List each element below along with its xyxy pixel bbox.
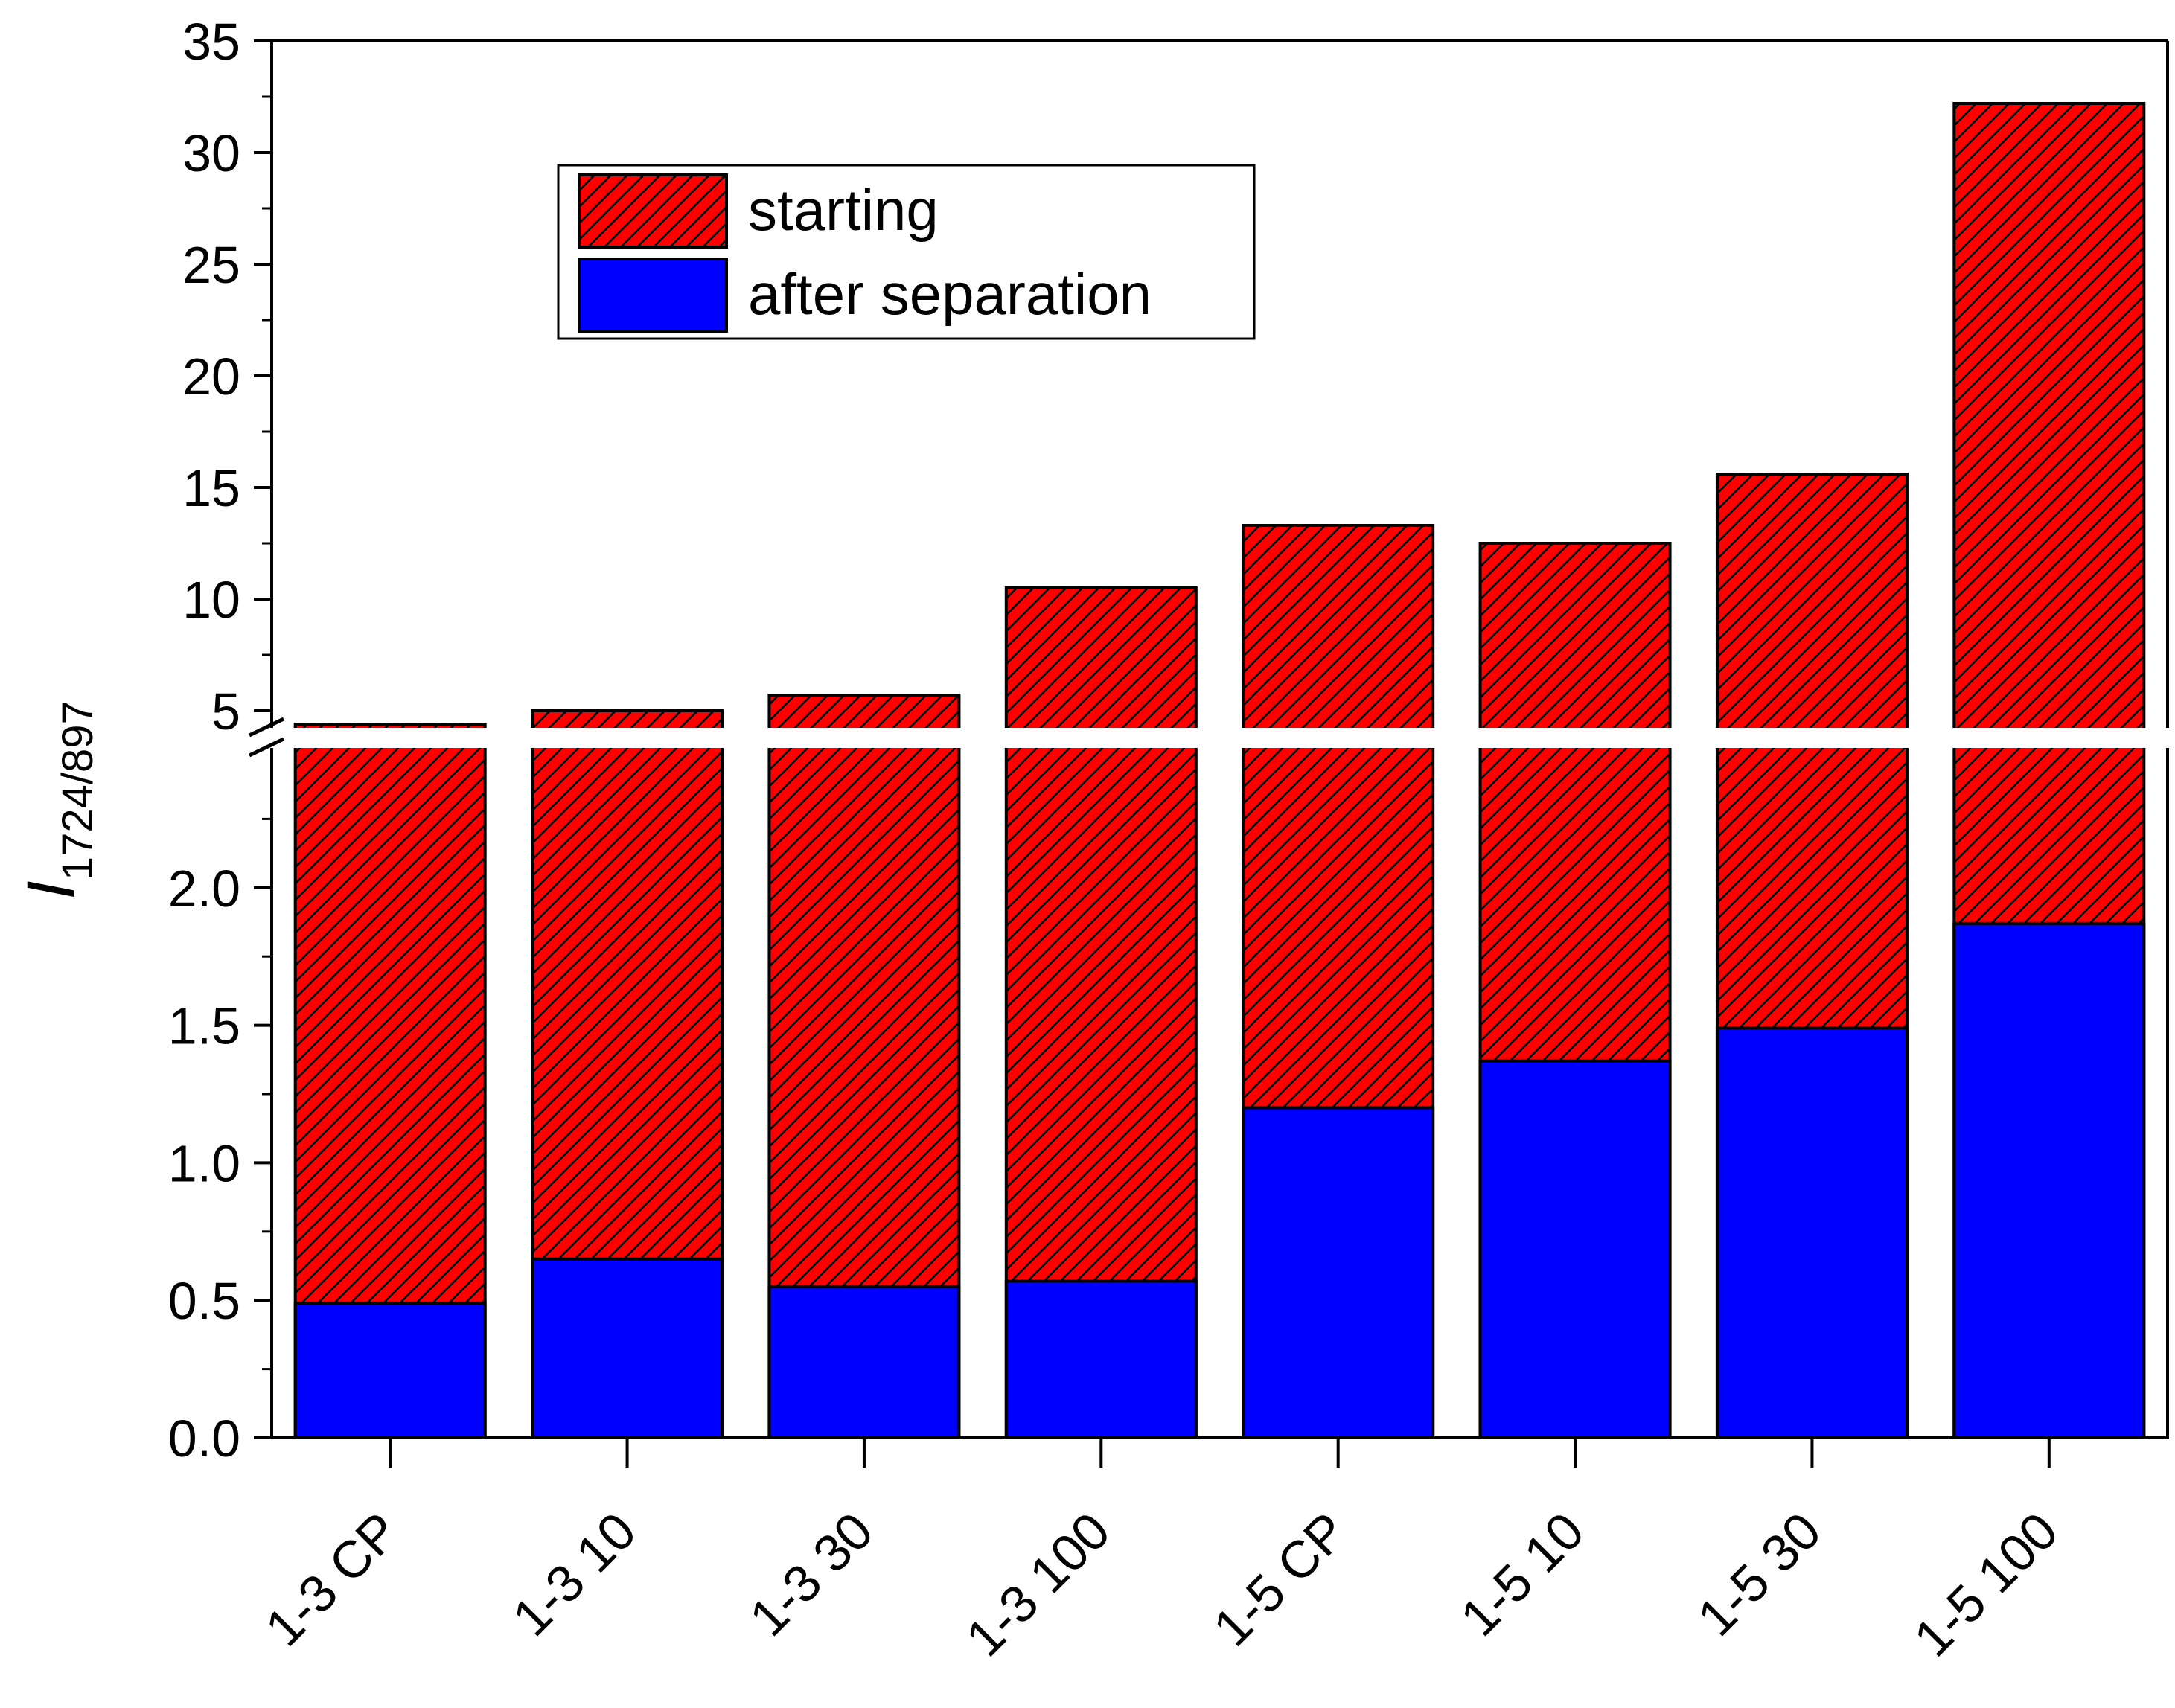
axis-break-layer: [248, 717, 2175, 758]
legend-label-starting: starting: [748, 177, 939, 243]
x-tick-label-1-5-30: 1-5 30: [1687, 1501, 1833, 1647]
y-tick-upper-25-label: 25: [182, 236, 240, 294]
axis-break-mark-upper: [248, 717, 285, 738]
bar-after-separation-1-5-cp: [1242, 1106, 1435, 1439]
y-tick-upper-30-label: 30: [182, 124, 240, 182]
bar-after-separation-1-3-10: [531, 1257, 724, 1440]
y-axis-label: I1724/897: [13, 700, 102, 899]
x-tick-layer: 1-3 CP 1-3 10 1-3 30 1-3 100 1-5 CP 1-5 10 1-5…: [255, 1438, 2069, 1667]
axis-break-mark-lower: [248, 737, 285, 758]
axis-break-left-cover: [249, 731, 279, 745]
y-axis-label-symbol: I: [13, 880, 89, 900]
bar-after-separation-1-5-100: [1952, 921, 2146, 1439]
x-tick-label-1-5-100: 1-5 100: [1903, 1501, 2069, 1667]
bar-after-separation-1-5-10: [1478, 1059, 1672, 1439]
y-tick-upper-15-label: 15: [182, 459, 240, 517]
y-tick-layer: 0.0 0.5 1.0 1.5 2.0 5 10 15 20 25 30 35: [168, 13, 272, 1468]
legend-swatch-after-separation: [578, 258, 728, 333]
x-tick-label-1-3-100: 1-3 100: [955, 1501, 1121, 1667]
x-tick-label-1-3-cp: 1-3 CP: [255, 1501, 410, 1657]
bar-after-separation-1-3-30: [767, 1285, 961, 1439]
y-tick-lower-1-0-label: 1.0: [168, 1134, 240, 1192]
x-tick-label-1-3-10: 1-3 10: [502, 1501, 648, 1647]
legend-swatch-starting: [578, 173, 728, 249]
y-tick-lower-0-5-label: 0.5: [168, 1272, 240, 1330]
x-tick-label-1-5-10: 1-5 10: [1449, 1501, 1595, 1647]
y-axis-label-subscript: 1724/897: [54, 700, 102, 880]
axis-break-gap: [274, 728, 2165, 748]
y-tick-lower-0-0-label: 0.0: [168, 1410, 240, 1468]
y-tick-lower-1-5-label: 1.5: [168, 997, 240, 1055]
y-tick-upper-10-label: 10: [182, 571, 240, 629]
legend: starting after separation: [557, 164, 1256, 340]
x-tick-label-1-3-30: 1-3 30: [738, 1501, 884, 1647]
legend-label-after-separation: after separation: [748, 261, 1152, 327]
bar-after-separation-1-3-cp: [293, 1301, 487, 1439]
bar-after-separation-1-5-30: [1715, 1026, 1909, 1439]
bar-after-separation-1-3-100: [1004, 1279, 1198, 1439]
y-tick-upper-35-label: 35: [182, 13, 240, 71]
y-tick-upper-5-label: 5: [211, 682, 240, 741]
axis-break-right-cover: [2160, 731, 2175, 745]
x-tick-label-1-5-cp: 1-5 CP: [1202, 1501, 1358, 1657]
y-tick-upper-20-label: 20: [182, 348, 240, 406]
y-tick-lower-2-0-label: 2.0: [168, 860, 240, 918]
